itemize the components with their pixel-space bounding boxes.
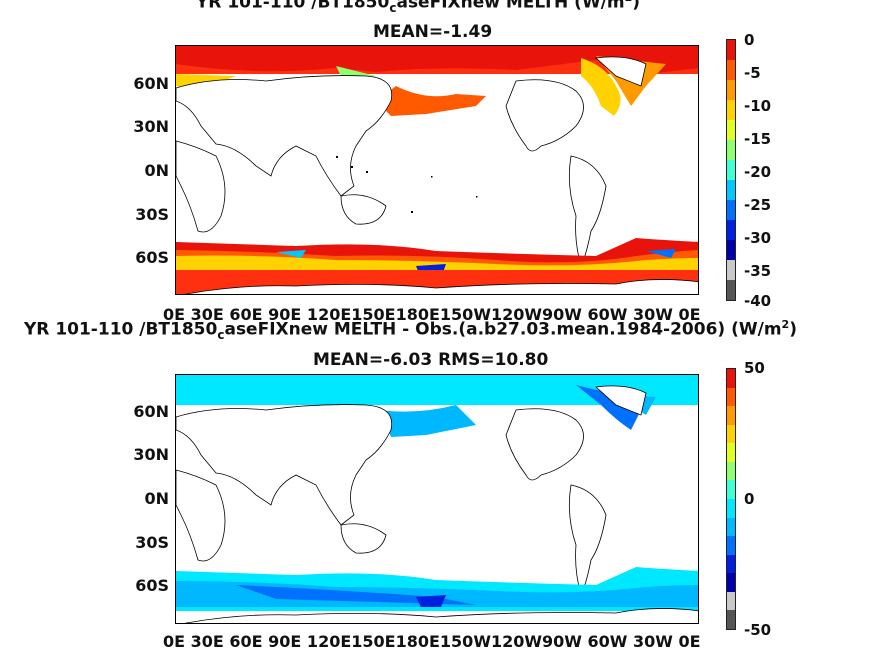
lat-tick-30s: 30S	[135, 205, 169, 224]
cb-label: 50	[744, 359, 765, 377]
colorbar-segment	[727, 369, 735, 388]
colorbar-segment	[727, 424, 735, 444]
cb-label: -35	[744, 262, 772, 280]
colorbar-segment	[727, 517, 735, 537]
cb-label: -25	[744, 196, 772, 214]
colorbar-segment	[727, 591, 735, 611]
colorbar-segment	[727, 160, 735, 180]
colorbar-segment	[727, 461, 735, 481]
cb-label: -40	[744, 292, 772, 310]
lon-ticks: 0E 30E 60E 90E 120E150E180E150W120W90W 6…	[163, 305, 701, 324]
colorbar-segment	[727, 140, 735, 160]
lat-tick-0n: 0N	[144, 489, 169, 508]
colorbar-segment	[727, 480, 735, 499]
lon-ticks: 0E 30E 60E 90E 120E150E180E150W120W90W 6…	[163, 632, 701, 651]
lat-tick-30n: 30N	[133, 445, 169, 464]
bottom-panel-title: YR 101-110 /BT1850caseFIXnew MELTH - Obs…	[24, 318, 797, 343]
bottom-panel: YR 101-110 /BT1850caseFIXnew MELTH - Obs…	[0, 318, 875, 656]
colorbar-segment	[727, 200, 735, 220]
cb-label: -10	[744, 97, 772, 115]
top-panel: YR 101-110 /BT1850caseFIXnew MELTH (W/m2…	[133, 0, 772, 324]
cb-label: -50	[744, 621, 772, 639]
colorbar-segment	[727, 80, 735, 100]
cb-label: -20	[744, 163, 772, 181]
cb-label: 0	[744, 31, 755, 49]
colorbar-segment	[727, 387, 735, 407]
colorbar-segment	[727, 220, 735, 240]
cb-label: -30	[744, 229, 772, 247]
top-map	[175, 45, 699, 295]
colorbar-segment	[727, 120, 735, 140]
colorbar-segment	[727, 60, 735, 80]
colorbar-segment	[727, 40, 735, 60]
cb-label: -15	[744, 130, 772, 148]
lat-tick-60s: 60S	[135, 248, 169, 267]
colorbar-segment	[727, 610, 735, 629]
colorbar-segment	[727, 280, 735, 300]
lat-tick-30s: 30S	[135, 533, 169, 552]
cb-label: 0	[744, 490, 755, 508]
lat-tick-60n: 60N	[133, 402, 169, 421]
colorbar-segment	[727, 100, 735, 120]
colorbar-segment	[727, 443, 735, 462]
colorbar-segment	[727, 240, 735, 260]
cb-label: -5	[744, 64, 761, 82]
top-panel-stats: MEAN=-1.49	[373, 22, 493, 42]
lat-tick-60n: 60N	[133, 74, 169, 93]
colorbar-segment	[727, 498, 735, 518]
colorbar-segment	[727, 536, 735, 555]
colorbar-segment	[727, 573, 735, 592]
top-colorbar	[726, 39, 736, 301]
bottom-panel-stats: MEAN=-6.03 RMS=10.80	[313, 350, 549, 370]
bottom-colorbar	[726, 368, 736, 630]
colorbar-segment	[727, 180, 735, 200]
colorbar-segment	[727, 406, 735, 425]
bottom-map	[175, 374, 699, 624]
lat-tick-0n: 0N	[144, 161, 169, 180]
colorbar-segment	[727, 260, 735, 280]
lat-tick-60s: 60S	[135, 576, 169, 595]
lat-tick-30n: 30N	[133, 117, 169, 136]
top-panel-title: YR 101-110 /BT1850caseFIXnew MELTH (W/m2…	[196, 0, 641, 16]
colorbar-segment	[727, 554, 735, 574]
